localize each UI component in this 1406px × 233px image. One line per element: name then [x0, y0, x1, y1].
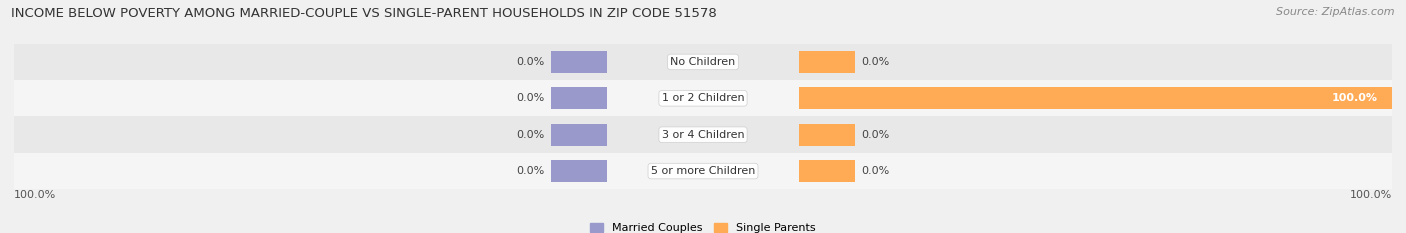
Text: 100.0%: 100.0%: [1350, 190, 1392, 200]
Bar: [14, 116, 1392, 153]
Text: 5 or more Children: 5 or more Children: [651, 166, 755, 176]
Bar: [551, 87, 606, 109]
Bar: [14, 44, 1392, 80]
Text: 100.0%: 100.0%: [1331, 93, 1378, 103]
Bar: [14, 153, 1392, 189]
Bar: [800, 87, 1406, 109]
Text: No Children: No Children: [671, 57, 735, 67]
Text: INCOME BELOW POVERTY AMONG MARRIED-COUPLE VS SINGLE-PARENT HOUSEHOLDS IN ZIP COD: INCOME BELOW POVERTY AMONG MARRIED-COUPL…: [11, 7, 717, 20]
Text: Source: ZipAtlas.com: Source: ZipAtlas.com: [1277, 7, 1395, 17]
Bar: [800, 51, 855, 73]
Text: 0.0%: 0.0%: [516, 93, 544, 103]
Bar: [14, 80, 1392, 116]
Text: 0.0%: 0.0%: [862, 57, 890, 67]
Bar: [800, 160, 855, 182]
Bar: [551, 160, 606, 182]
Text: 0.0%: 0.0%: [862, 166, 890, 176]
Text: 3 or 4 Children: 3 or 4 Children: [662, 130, 744, 140]
Bar: [800, 124, 855, 146]
Text: 0.0%: 0.0%: [516, 130, 544, 140]
Bar: [551, 124, 606, 146]
Text: 100.0%: 100.0%: [14, 190, 56, 200]
Text: 0.0%: 0.0%: [516, 57, 544, 67]
Bar: [551, 51, 606, 73]
Text: 0.0%: 0.0%: [862, 130, 890, 140]
Legend: Married Couples, Single Parents: Married Couples, Single Parents: [591, 223, 815, 233]
Text: 1 or 2 Children: 1 or 2 Children: [662, 93, 744, 103]
Text: 0.0%: 0.0%: [516, 166, 544, 176]
